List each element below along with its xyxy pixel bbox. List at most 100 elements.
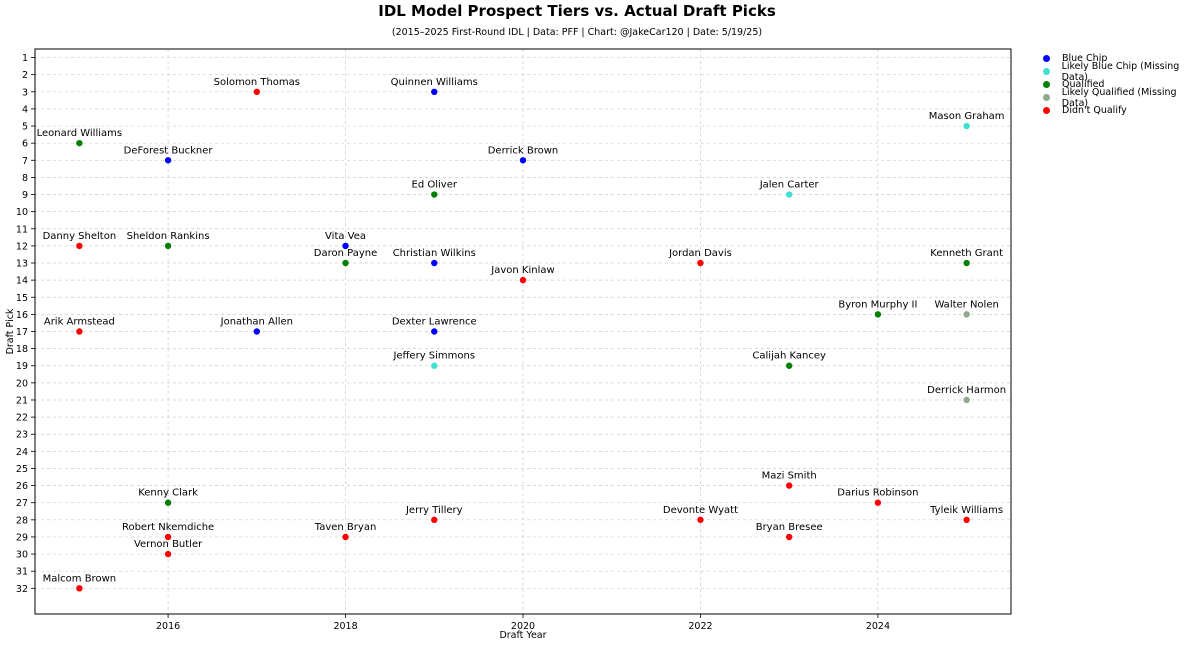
y-tick-label: 32 (16, 584, 28, 595)
y-tick-label: 9 (22, 190, 28, 201)
legend-item: Blue Chip (1040, 52, 1200, 65)
point-label: Jalen Carter (759, 180, 820, 191)
data-point (963, 396, 970, 404)
y-tick-label: 4 (22, 104, 28, 115)
data-point (963, 311, 970, 318)
legend-marker (1043, 81, 1050, 88)
point-label: Darius Robinson (837, 488, 918, 499)
point-label: Jordan Davis (668, 248, 732, 259)
data-point (519, 157, 527, 164)
point-label: Byron Murphy II (838, 299, 917, 310)
point-label: Leonard Williams (37, 128, 122, 139)
data-point (342, 533, 349, 541)
y-tick-label: 21 (16, 395, 28, 406)
y-tick-label: 25 (16, 464, 28, 475)
y-tick-label: 31 (16, 567, 28, 578)
point-label: Arik Armstead (44, 317, 115, 328)
point-label: Dexter Lawrence (392, 317, 477, 328)
legend-marker (1043, 68, 1050, 75)
point-label: Devonte Wyatt (663, 505, 738, 516)
x-tick-label: 2016 (156, 621, 180, 632)
point-label: Calijah Kancey (752, 351, 826, 362)
y-tick-label: 23 (16, 430, 28, 441)
x-tick-label: 2020 (511, 621, 535, 632)
point-label: Taven Bryan (314, 522, 377, 533)
x-axis-label: Draft Year (499, 630, 546, 641)
data-point (76, 328, 83, 335)
point-label: Jerry Tillery (405, 505, 463, 516)
point-label: Tyleik Williams (929, 505, 1003, 516)
data-point (164, 499, 172, 506)
data-point (164, 157, 172, 164)
chart-subtitle: (2015–2025 First-Round IDL | Data: PFF |… (391, 27, 763, 38)
data-point (785, 362, 793, 369)
data-point (76, 242, 83, 250)
data-point (785, 191, 793, 198)
data-point (164, 533, 172, 541)
data-points (76, 88, 970, 592)
point-label: Kenny Clark (138, 488, 198, 499)
point-label: Robert Nkemdiche (122, 522, 214, 533)
y-tick-label: 11 (16, 224, 28, 235)
point-label: Bryan Bresee (756, 522, 823, 533)
y-tick-label: 15 (16, 293, 28, 304)
y-tick-label: 17 (16, 327, 28, 338)
data-point (342, 259, 349, 267)
data-point (963, 259, 970, 267)
data-point (697, 259, 704, 267)
point-label: Derrick Harmon (927, 385, 1006, 396)
data-point (76, 139, 83, 147)
point-label: Jonathan Allen (220, 317, 293, 328)
y-tick-label: 3 (22, 87, 28, 98)
data-point (431, 259, 438, 267)
y-tick-label: 16 (16, 310, 28, 321)
point-label: Walter Nolen (934, 299, 998, 310)
data-point (697, 516, 704, 524)
data-point (164, 550, 172, 558)
legend-marker (1043, 55, 1050, 62)
legend-item: Likely Qualified (Missing Data) (1040, 87, 1200, 109)
point-label: Danny Shelton (43, 231, 117, 242)
point-label: Vernon Butler (134, 539, 203, 550)
y-tick-label: 8 (22, 173, 28, 184)
point-label: Quinnen Williams (391, 77, 478, 88)
legend-marker (1043, 94, 1050, 101)
point-label: Kenneth Grant (930, 248, 1003, 259)
y-tick-label: 22 (16, 413, 28, 424)
y-tick-label: 27 (16, 498, 28, 509)
point-labels: DeForest Buckner Jonathan Allen Vita Vea Qu… (37, 77, 1006, 585)
data-point (519, 276, 527, 284)
legend-label: Qualified (1062, 79, 1105, 90)
y-axis-label: Draft Pick (5, 308, 16, 354)
point-label: Mazi Smith (762, 471, 817, 482)
y-tick-label: 14 (16, 276, 28, 287)
legend-marker (1043, 107, 1050, 114)
data-point (785, 533, 793, 541)
y-tick-label: 10 (16, 207, 28, 218)
y-tick-label: 24 (16, 447, 28, 458)
y-tick-label: 26 (16, 481, 28, 492)
point-label: DeForest Buckner (124, 145, 214, 156)
plot-frame (34, 48, 1012, 615)
chart-title: IDL Model Prospect Tiers vs. Actual Draf… (378, 2, 776, 20)
point-label: Solomon Thomas (214, 77, 300, 88)
y-tick-label: 30 (16, 550, 28, 561)
x-tick-label: 2018 (333, 621, 357, 632)
point-label: Jeffery Simmons (392, 351, 475, 362)
legend-item: Qualified (1040, 78, 1200, 91)
point-label: Vita Vea (325, 231, 366, 242)
data-point (253, 328, 261, 335)
y-tick-label: 7 (22, 156, 28, 167)
data-point (874, 311, 882, 318)
legend-label: Likely Qualified (Missing Data) (1061, 86, 1177, 109)
point-label: Javon Kinlaw (490, 265, 554, 276)
y-tick-label: 6 (22, 139, 28, 150)
data-point (76, 585, 83, 592)
legend: Blue Chip Likely Blue Chip (Missing Data)… (1040, 52, 1200, 117)
legend-item: Didn't Qualify (1040, 104, 1200, 117)
data-point (963, 516, 970, 524)
point-label: Derrick Brown (488, 145, 559, 156)
legend-label: Didn't Qualify (1062, 105, 1127, 116)
axis-ticks: 1234567891011121314151617181920212223242… (16, 53, 890, 632)
